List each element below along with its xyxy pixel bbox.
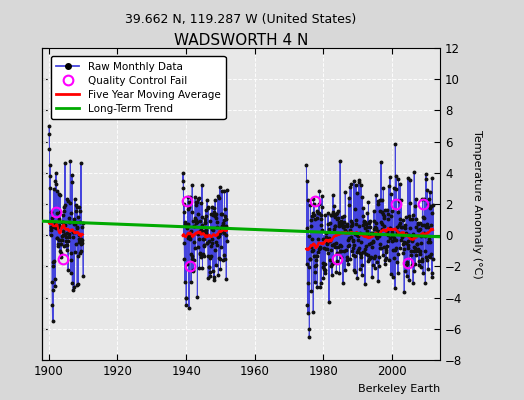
Text: 39.662 N, 119.287 W (United States): 39.662 N, 119.287 W (United States) bbox=[125, 13, 357, 26]
Text: Berkeley Earth: Berkeley Earth bbox=[358, 384, 440, 394]
Y-axis label: Temperature Anomaly (°C): Temperature Anomaly (°C) bbox=[472, 130, 482, 278]
Legend: Raw Monthly Data, Quality Control Fail, Five Year Moving Average, Long-Term Tren: Raw Monthly Data, Quality Control Fail, … bbox=[51, 56, 225, 119]
Title: WADSWORTH 4 N: WADSWORTH 4 N bbox=[174, 33, 308, 48]
